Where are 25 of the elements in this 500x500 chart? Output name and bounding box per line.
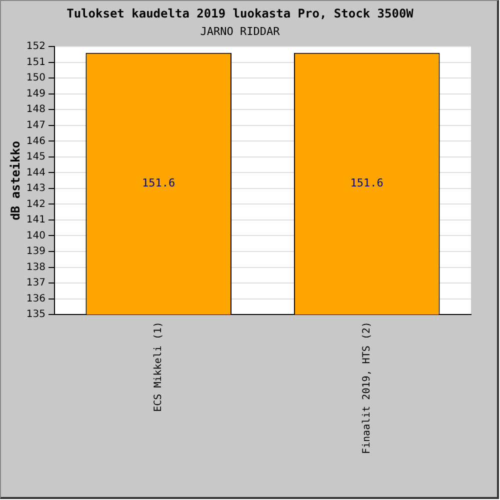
y-tick-label: 146 [26, 136, 46, 147]
y-tick-label: 142 [26, 198, 46, 210]
y-tick-label: 140 [26, 230, 46, 242]
y-tick-label: 147 [26, 120, 46, 131]
x-tick-label: Finaalit 2019, HTS (2) [361, 322, 372, 454]
chart-subtitle: JARNO RIDDAR [200, 24, 280, 38]
data-label: 151.6 [350, 176, 384, 190]
data-label: 151.6 [142, 176, 176, 190]
y-tick-label: 152 [26, 41, 46, 52]
y-tick-label: 150 [26, 72, 46, 84]
x-tick-label: ECS Mikkeli (1) [153, 322, 164, 412]
y-tick-label: 144 [26, 167, 46, 178]
y-tick-label: 136 [26, 293, 46, 304]
y-tick-label: 143 [26, 183, 46, 194]
y-tick-label: 148 [26, 104, 46, 116]
chart-title: Tulokset kaudelta 2019 luokasta Pro, Stock 3500W [66, 6, 414, 20]
y-tick-label: 135 [26, 309, 46, 320]
y-axis-title: dB asteikko [8, 140, 22, 220]
y-tick-label: 137 [26, 278, 46, 289]
y-tick-label: 145 [26, 152, 46, 163]
y-tick-label: 149 [26, 88, 46, 100]
y-tick-label: 141 [26, 214, 46, 226]
y-tick-label: 138 [26, 262, 46, 273]
y-tick-label: 151 [26, 56, 46, 68]
y-tick-label: 139 [26, 246, 46, 258]
